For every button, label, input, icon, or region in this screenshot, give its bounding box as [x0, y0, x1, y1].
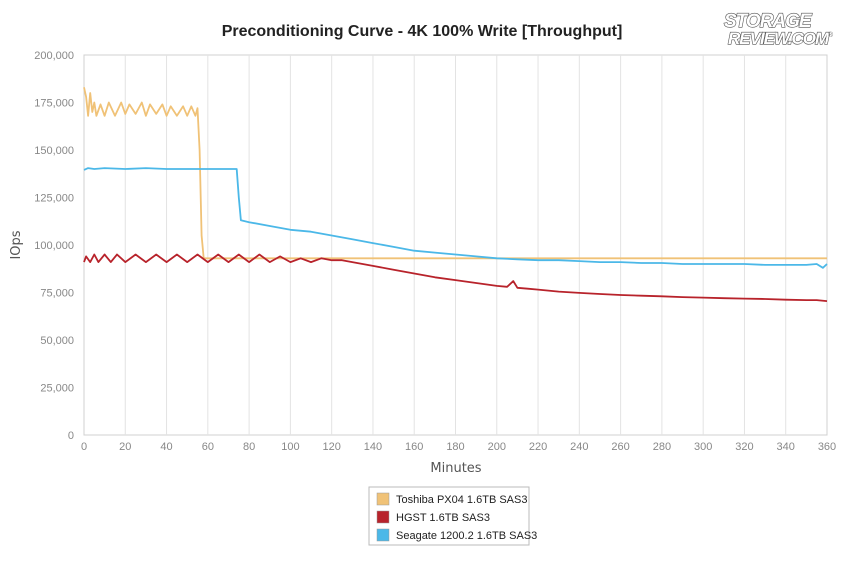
x-tick-label-220: 220: [529, 441, 547, 453]
x-tick-label-300: 300: [694, 441, 712, 453]
y-tick-label-25000: 25,000: [40, 383, 74, 395]
legend-swatch-hgst: [376, 510, 390, 524]
series-line-seagate: [83, 167, 828, 269]
y-tick-label-200000: 200,000: [34, 50, 74, 62]
legend-box: [368, 486, 530, 546]
legend-swatch-toshiba: [376, 492, 390, 506]
y-tick-label-175000: 175,000: [34, 98, 74, 110]
x-tick-label-160: 160: [405, 441, 423, 453]
x-tick-label-140: 140: [364, 441, 382, 453]
y-tick-label-75000: 75,000: [40, 288, 74, 300]
logo-registered-mark: ®: [828, 31, 834, 39]
x-tick-label-60: 60: [202, 441, 214, 453]
logo-line-2: REVIEW.COM: [728, 29, 830, 48]
series-line-hgst: [83, 253, 828, 302]
x-tick-label-340: 340: [777, 441, 795, 453]
y-tick-label-150000: 150,000: [34, 145, 74, 157]
y-tick-label-0: 0: [68, 430, 74, 442]
logo-line-1: STORAGE: [724, 11, 813, 32]
chart-title: Preconditioning Curve - 4K 100% Write [T…: [222, 23, 623, 40]
x-tick-label-360: 360: [818, 441, 836, 453]
x-tick-label-0: 0: [81, 441, 87, 453]
legend-label-toshiba: Toshiba PX04 1.6TB SAS3: [396, 494, 527, 506]
y-tick-label-50000: 50,000: [40, 335, 74, 347]
legend-swatch-seagate: [376, 528, 390, 542]
storagereview-logo: STORAGE REVIEW.COM ®: [723, 10, 834, 48]
y-axis-label: IOps: [9, 230, 24, 259]
x-tick-label-20: 20: [119, 441, 131, 453]
legend: Toshiba PX04 1.6TB SAS3 HGST 1.6TB SAS3 Se…: [368, 486, 537, 546]
grid-lines: [124, 55, 787, 435]
x-tick-label-120: 120: [322, 441, 340, 453]
series-lines: [83, 87, 828, 302]
x-tick-label-240: 240: [570, 441, 588, 453]
y-tick-label-100000: 100,000: [34, 240, 74, 252]
x-tick-label-80: 80: [243, 441, 255, 453]
x-tick-label-180: 180: [446, 441, 464, 453]
x-axis-label: Minutes: [430, 461, 481, 476]
x-tick-label-260: 260: [611, 441, 629, 453]
x-tick-label-100: 100: [281, 441, 299, 453]
x-tick-label-280: 280: [653, 441, 671, 453]
x-tick-label-320: 320: [735, 441, 753, 453]
y-tick-label-125000: 125,000: [34, 193, 74, 205]
plot-area: [83, 54, 828, 436]
x-tick-label-40: 40: [160, 441, 172, 453]
y-axis-ticks: 0 25,000 50,000 75,000 100,000 125,000 150,000…: [34, 50, 74, 442]
x-tick-label-200: 200: [488, 441, 506, 453]
legend-label-hgst: HGST 1.6TB SAS3: [396, 512, 490, 524]
x-axis-ticks: 0 20 40 60 80 100 120 140 160 180 200 220 240 260 280 3…: [81, 441, 836, 453]
legend-label-seagate: Seagate 1200.2 1.6TB SAS3: [396, 530, 537, 542]
